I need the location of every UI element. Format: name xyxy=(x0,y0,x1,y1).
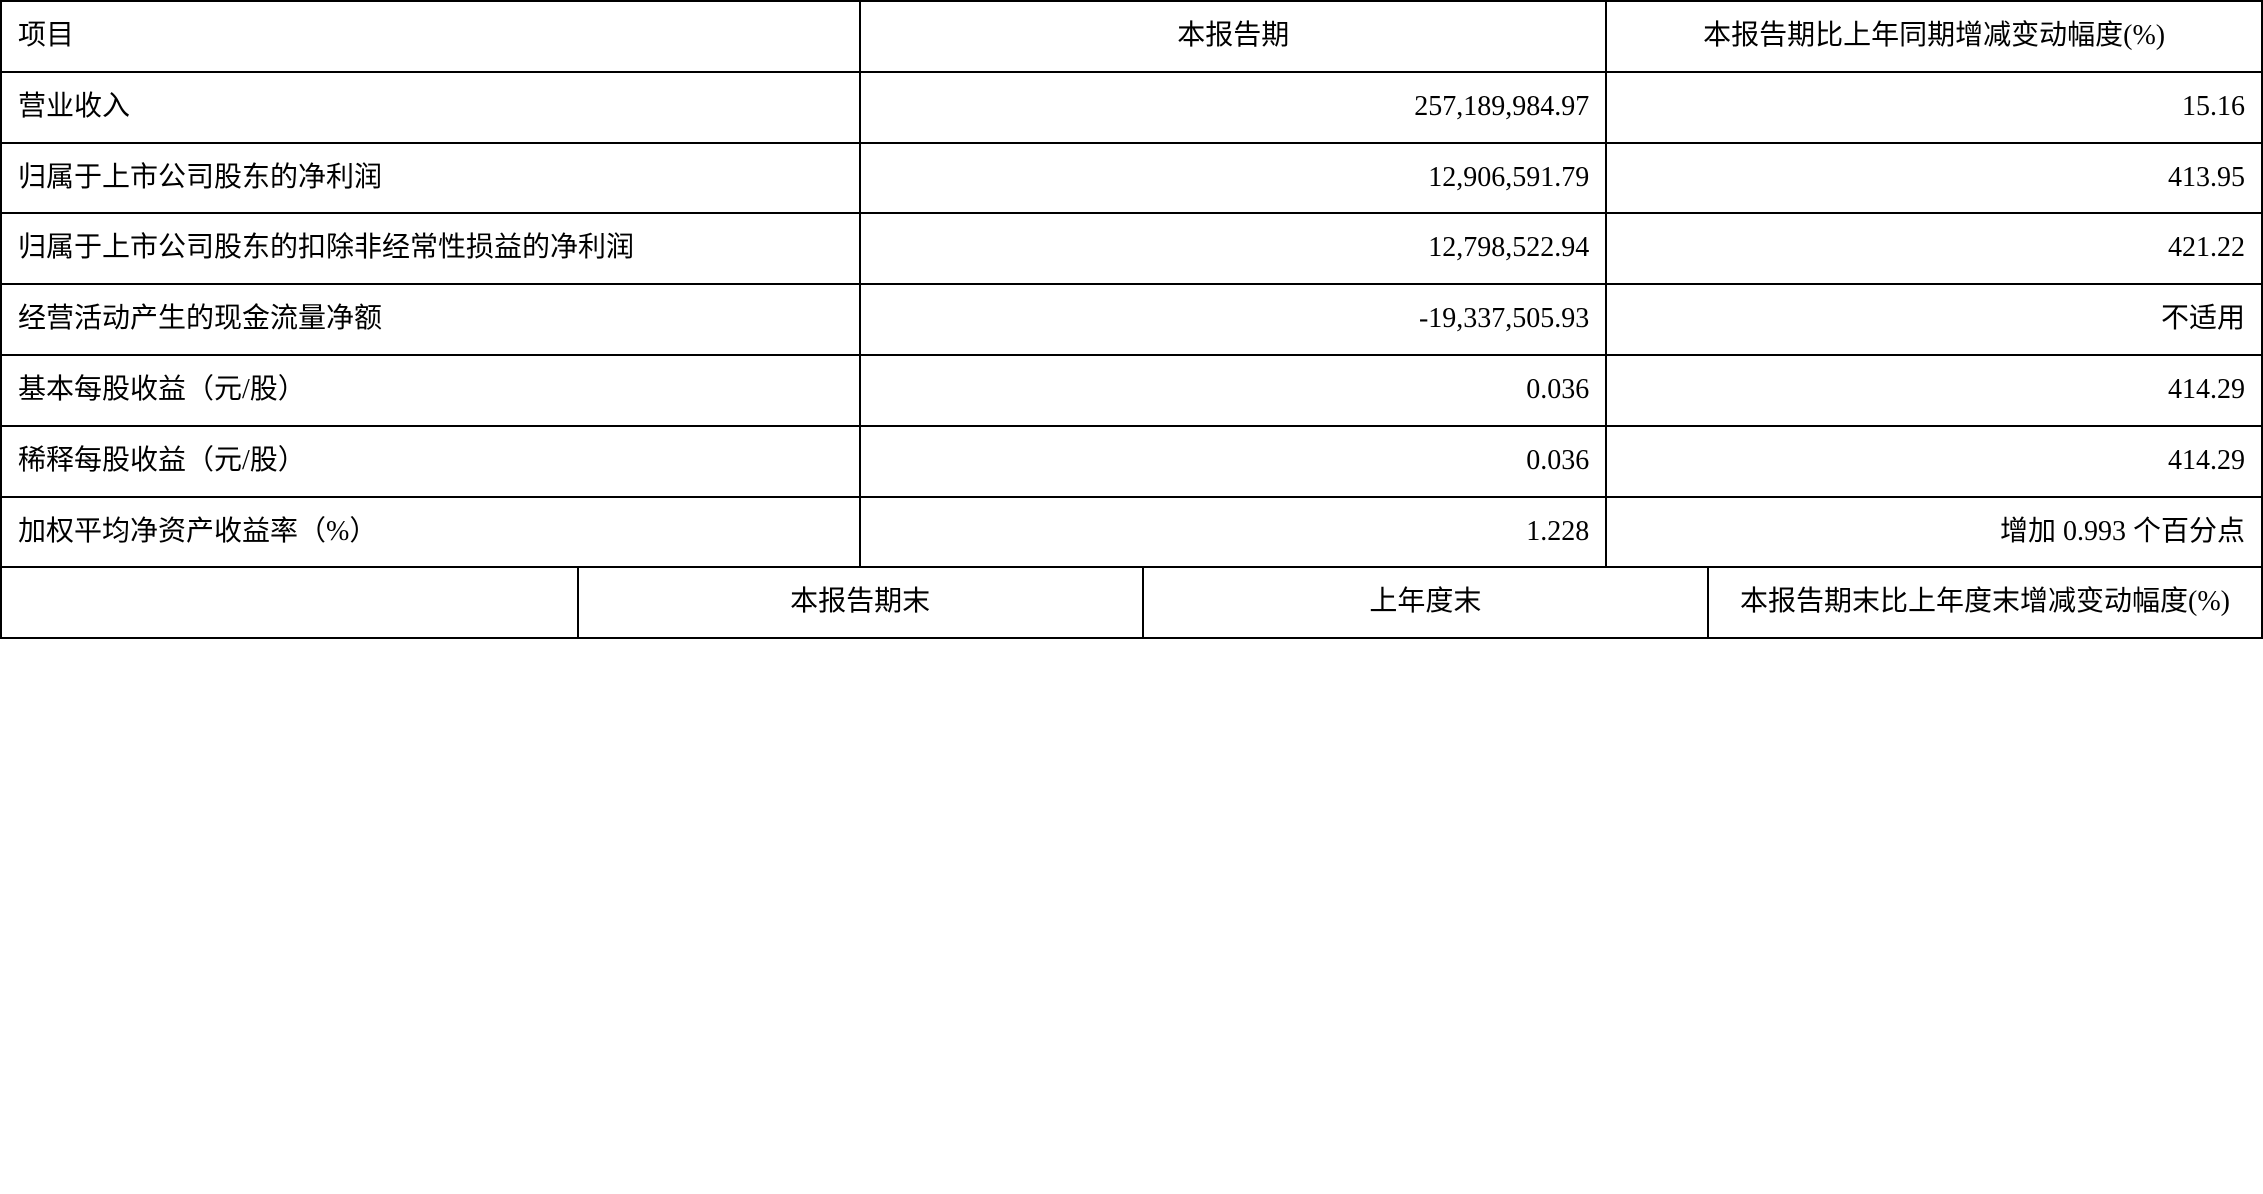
header-cell-change: 本报告期比上年同期增减变动幅度(%) xyxy=(1606,1,2262,72)
row-value: 1.228 xyxy=(860,497,1606,568)
row-label: 加权平均净资产收益率（%） xyxy=(1,497,860,568)
row-value: 12,798,522.94 xyxy=(860,213,1606,284)
row-change: 421.22 xyxy=(1606,213,2262,284)
financial-table-bottom: 本报告期末 上年度末 本报告期末比上年度末增减变动幅度(%) xyxy=(0,566,2263,639)
table-row: 加权平均净资产收益率（%） 1.228 增加 0.993 个百分点 xyxy=(1,497,2262,568)
header-cell-empty xyxy=(1,567,578,638)
table-row: 归属于上市公司股东的扣除非经常性损益的净利润 12,798,522.94 421… xyxy=(1,213,2262,284)
row-change: 414.29 xyxy=(1606,426,2262,497)
row-label: 稀释每股收益（元/股） xyxy=(1,426,860,497)
row-value: 0.036 xyxy=(860,426,1606,497)
row-label: 基本每股收益（元/股） xyxy=(1,355,860,426)
header-row-top: 项目 本报告期 本报告期比上年同期增减变动幅度(%) xyxy=(1,1,2262,72)
table-row: 稀释每股收益（元/股） 0.036 414.29 xyxy=(1,426,2262,497)
row-change: 不适用 xyxy=(1606,284,2262,355)
row-value: 12,906,591.79 xyxy=(860,143,1606,214)
table-row: 基本每股收益（元/股） 0.036 414.29 xyxy=(1,355,2262,426)
header-cell-item: 项目 xyxy=(1,1,860,72)
header-cell-prev-year-end: 上年度末 xyxy=(1143,567,1708,638)
header-cell-period-end: 本报告期末 xyxy=(578,567,1143,638)
row-value: 257,189,984.97 xyxy=(860,72,1606,143)
table-row: 营业收入 257,189,984.97 15.16 xyxy=(1,72,2262,143)
header-cell-period: 本报告期 xyxy=(860,1,1606,72)
table-row: 经营活动产生的现金流量净额 -19,337,505.93 不适用 xyxy=(1,284,2262,355)
row-label: 归属于上市公司股东的净利润 xyxy=(1,143,860,214)
row-change: 414.29 xyxy=(1606,355,2262,426)
row-label: 经营活动产生的现金流量净额 xyxy=(1,284,860,355)
header-row-bottom: 本报告期末 上年度末 本报告期末比上年度末增减变动幅度(%) xyxy=(1,567,2262,638)
financial-table-top: 项目 本报告期 本报告期比上年同期增减变动幅度(%) 营业收入 257,189,… xyxy=(0,0,2263,568)
row-value: 0.036 xyxy=(860,355,1606,426)
row-value: -19,337,505.93 xyxy=(860,284,1606,355)
row-change: 15.16 xyxy=(1606,72,2262,143)
row-label: 营业收入 xyxy=(1,72,860,143)
row-change: 增加 0.993 个百分点 xyxy=(1606,497,2262,568)
table-row: 归属于上市公司股东的净利润 12,906,591.79 413.95 xyxy=(1,143,2262,214)
row-change: 413.95 xyxy=(1606,143,2262,214)
row-label: 归属于上市公司股东的扣除非经常性损益的净利润 xyxy=(1,213,860,284)
header-cell-change-end: 本报告期末比上年度末增减变动幅度(%) xyxy=(1708,567,2262,638)
